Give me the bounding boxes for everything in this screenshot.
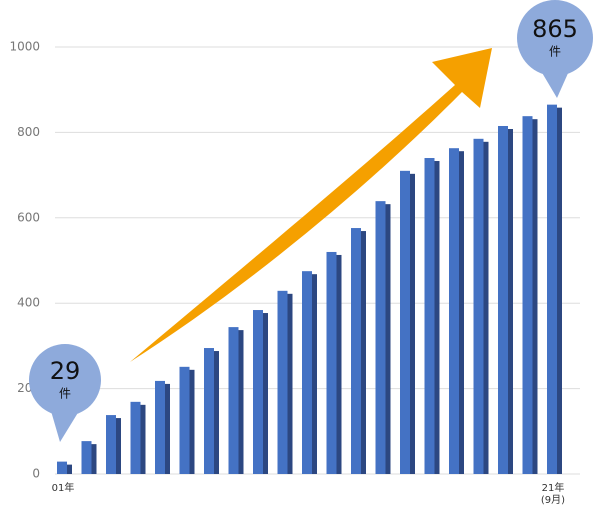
bar — [155, 380, 165, 474]
x-tick-note: (9月) — [541, 494, 565, 506]
bar — [302, 271, 312, 474]
bar — [277, 290, 288, 474]
value-label: 29 — [50, 357, 81, 385]
value-unit: 件 — [549, 45, 561, 59]
bar — [326, 251, 337, 474]
bar — [57, 461, 67, 474]
bar — [106, 415, 116, 474]
y-tick-label: 400 — [17, 296, 40, 310]
bar — [204, 348, 214, 474]
callout-bubble — [541, 71, 569, 98]
value-unit: 件 — [59, 387, 71, 401]
bar — [351, 228, 361, 474]
bar — [375, 201, 386, 474]
callout-bubble — [51, 411, 79, 442]
callout-bubble — [517, 0, 593, 76]
y-tick-label: 800 — [17, 125, 40, 139]
bar — [473, 138, 484, 474]
bar — [81, 441, 92, 474]
y-tick-label: 1000 — [9, 40, 40, 54]
y-tick-label: 0 — [32, 467, 40, 481]
x-tick-label: 21年 — [542, 481, 565, 494]
y-tick-label: 600 — [17, 210, 40, 224]
bar — [498, 125, 508, 475]
bars — [57, 104, 562, 475]
bar — [449, 148, 459, 474]
bar — [179, 366, 190, 474]
bar — [130, 401, 141, 474]
callout-bubble — [29, 344, 101, 416]
bar — [522, 116, 533, 474]
growth-arrow — [130, 48, 492, 362]
labels: 01年 29 件 21年(9月) 865 件 — [29, 0, 593, 506]
x-tick-label: 01年 — [52, 481, 75, 494]
bar — [228, 327, 239, 474]
bar — [253, 310, 263, 474]
bar — [400, 170, 410, 474]
bar — [547, 104, 557, 475]
bar — [424, 158, 435, 474]
value-label: 865 — [532, 15, 578, 43]
